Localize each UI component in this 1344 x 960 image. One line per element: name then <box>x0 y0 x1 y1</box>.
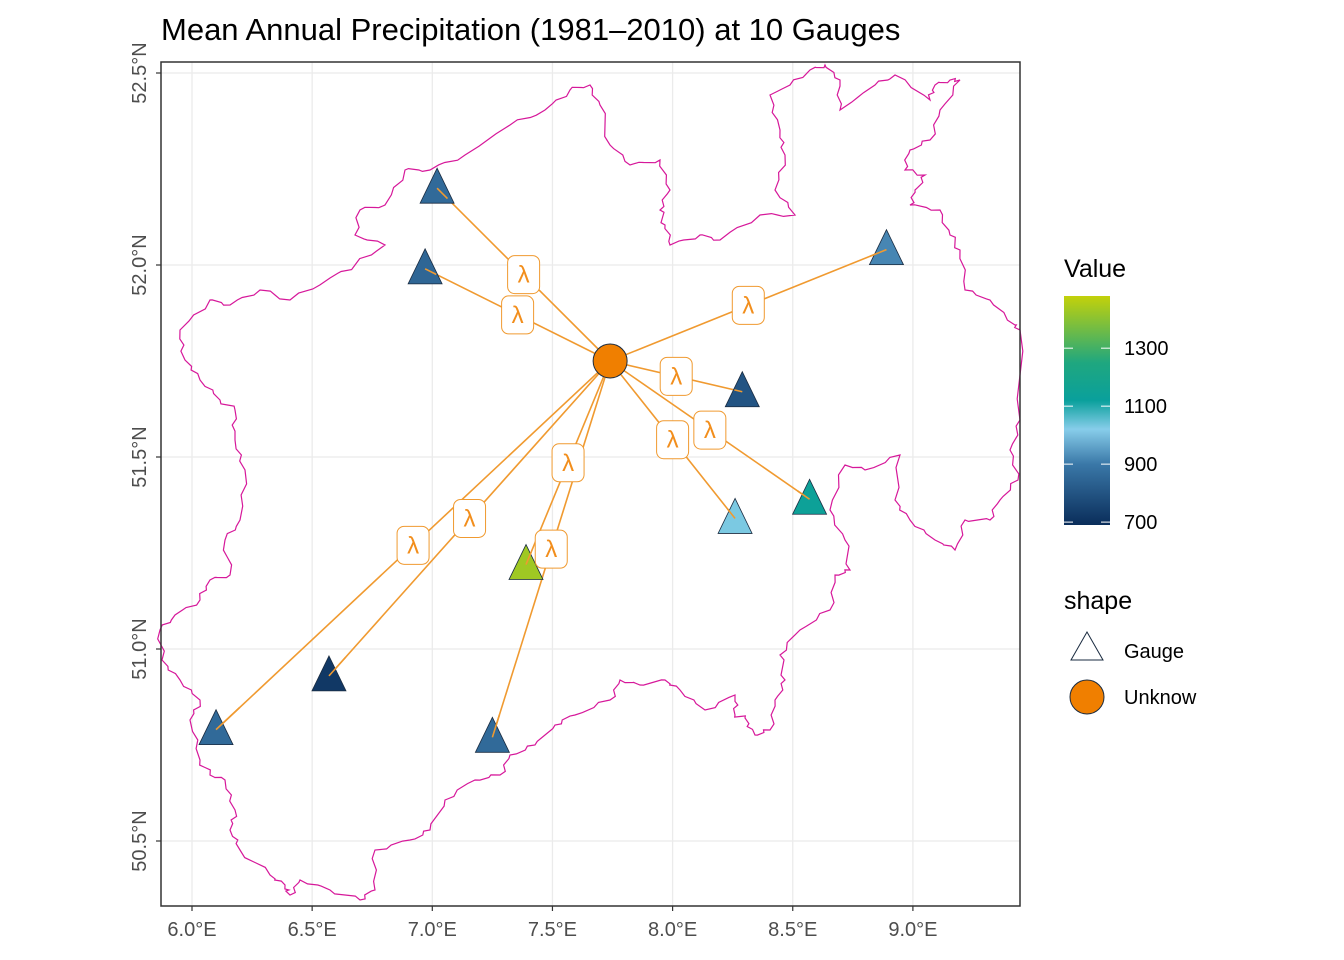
connector-stub <box>328 656 347 677</box>
gauge-triangle <box>311 654 347 692</box>
gauge-triangle <box>791 478 828 515</box>
connector-stub <box>726 508 736 519</box>
colorbar-tick-label: 1300 <box>1124 338 1169 360</box>
x-tick-label: 9.0°E <box>888 919 937 941</box>
y-axis: 50.5°N 51.0°N 51.5°N 52.0°N 52.5°N <box>129 42 161 872</box>
legend-label-unknow: Unknow <box>1124 687 1197 709</box>
connector-stub <box>797 490 811 500</box>
gauge-triangle <box>868 228 905 266</box>
connector-stub <box>525 552 532 565</box>
panel-background <box>161 62 1020 906</box>
connector-stub <box>491 714 501 738</box>
gauge-triangle <box>508 543 544 580</box>
lambda-label: λ <box>667 427 679 454</box>
connector-stub <box>424 268 437 276</box>
lambda-label-box <box>501 295 535 335</box>
connector-stub <box>734 389 743 393</box>
connector-stub <box>215 706 241 731</box>
x-tick-label: 8.0°E <box>648 919 697 941</box>
lambda-label: λ <box>545 536 557 563</box>
triangle-icon <box>1070 630 1104 661</box>
lambda-label-box <box>534 529 568 569</box>
x-tick-label: 6.0°E <box>167 919 216 941</box>
colorbar-ticks: 700 900 1100 1300 <box>1064 338 1169 534</box>
y-tick-label: 50.5°N <box>129 810 151 871</box>
y-tick-label: 52.0°N <box>129 234 151 295</box>
panel-border <box>160 61 1021 907</box>
y-tick-label: 51.0°N <box>129 618 151 679</box>
lambda-label: λ <box>704 417 716 444</box>
gauge-triangle <box>419 167 455 204</box>
lambda-label: λ <box>562 450 574 477</box>
x-tick-label: 7.5°E <box>528 919 577 941</box>
y-tick-label: 52.5°N <box>129 42 151 103</box>
unknown-point <box>592 343 628 379</box>
shape-legend-title: shape <box>1064 587 1132 615</box>
x-axis: 6.0°E 6.5°E 7.0°E 7.5°E 8.0°E 8.5°E 9.0°E <box>167 906 937 941</box>
lambda-label: λ <box>742 292 754 319</box>
shape-legend: shape Gauge Unknow <box>1064 587 1197 715</box>
color-legend-title: Value <box>1064 255 1126 283</box>
y-tick-label: 51.5°N <box>129 426 151 487</box>
gauge-triangle <box>717 497 753 534</box>
colorbar-tick-label: 700 <box>1124 512 1157 534</box>
region-boundary <box>157 63 1024 901</box>
lambda-label-box <box>693 410 727 450</box>
connector-stub <box>869 248 887 258</box>
lambda-label: λ <box>670 363 682 390</box>
lambda-label-box <box>507 255 541 295</box>
lambda-label: λ <box>407 532 419 559</box>
lambda-label: λ <box>512 302 524 329</box>
x-tick-label: 6.5°E <box>288 919 337 941</box>
connector-stub <box>436 187 449 200</box>
gauge-points <box>198 167 905 753</box>
lambda-label-box <box>453 498 487 538</box>
lambda-label-box <box>396 525 430 565</box>
lambda-label-box <box>551 443 585 483</box>
colorbar-tick-label: 1100 <box>1124 396 1167 418</box>
gauge-triangle <box>407 247 443 285</box>
colorbar-tick-label: 900 <box>1124 454 1157 476</box>
lambda-label: λ <box>464 505 476 532</box>
lambda-label-box <box>659 356 693 396</box>
lambda-label-box <box>731 285 765 325</box>
color-legend: Value 700 900 1100 1300 <box>1064 255 1169 534</box>
gauge-triangle <box>198 708 234 746</box>
colorbar <box>1064 296 1110 525</box>
lambda-label-box <box>656 420 690 460</box>
x-tick-label: 8.5°E <box>768 919 817 941</box>
x-tick-label: 7.0°E <box>408 919 457 941</box>
gauge-triangle <box>724 370 760 408</box>
circle-icon <box>1069 679 1105 715</box>
lambda-label: λ <box>518 262 530 289</box>
chart-title: Mean Annual Precipitation (1981–2010) at… <box>161 12 900 47</box>
legend-label-gauge: Gauge <box>1124 641 1184 663</box>
